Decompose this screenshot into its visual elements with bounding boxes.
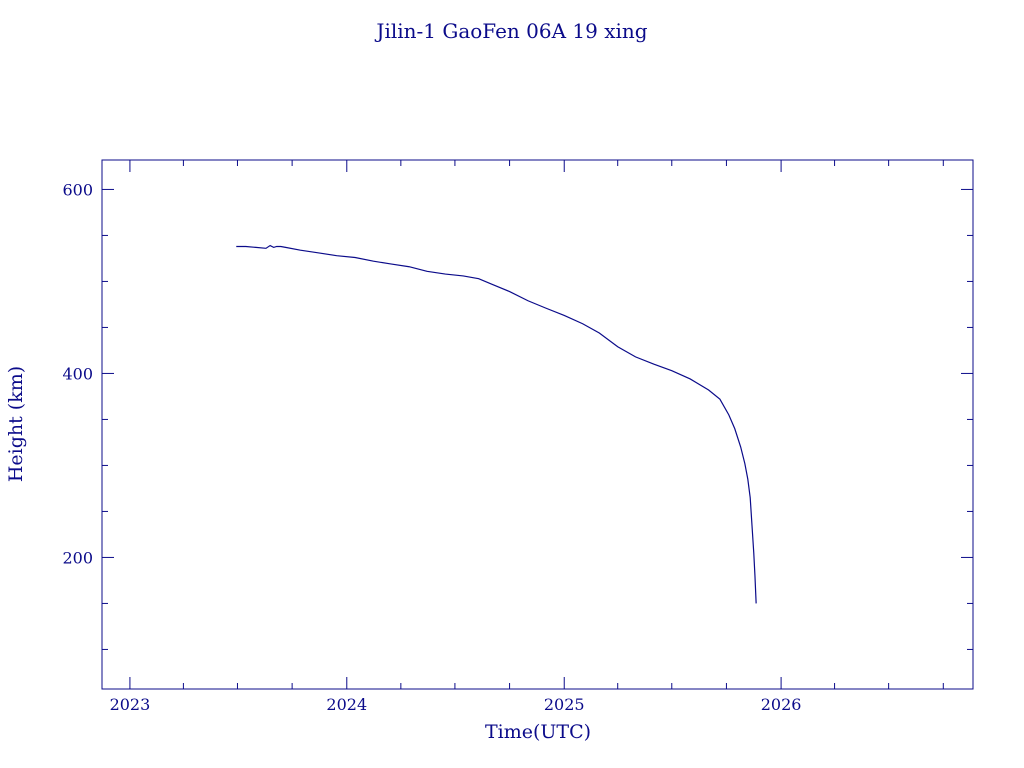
x-axis-ticks: 2023 2024 2025 2026	[110, 160, 944, 714]
x-tick-label: 2023	[110, 695, 151, 714]
y-axis-label: Height (km)	[5, 366, 27, 482]
y-axis-ticks: 200 400 600	[62, 180, 973, 650]
x-tick-label: 2024	[326, 695, 367, 714]
y-tick-label: 200	[62, 548, 93, 567]
y-tick-label: 400	[62, 364, 93, 383]
x-tick-label: 2026	[761, 695, 802, 714]
plot-frame	[101, 159, 974, 690]
chart-title: Jilin-1 GaoFen 06A 19 xing	[374, 19, 647, 43]
y-tick-label: 600	[62, 180, 93, 199]
x-axis-label: Time(UTC)	[485, 721, 591, 743]
height-series-line	[236, 244, 757, 604]
x-tick-label: 2025	[544, 695, 585, 714]
